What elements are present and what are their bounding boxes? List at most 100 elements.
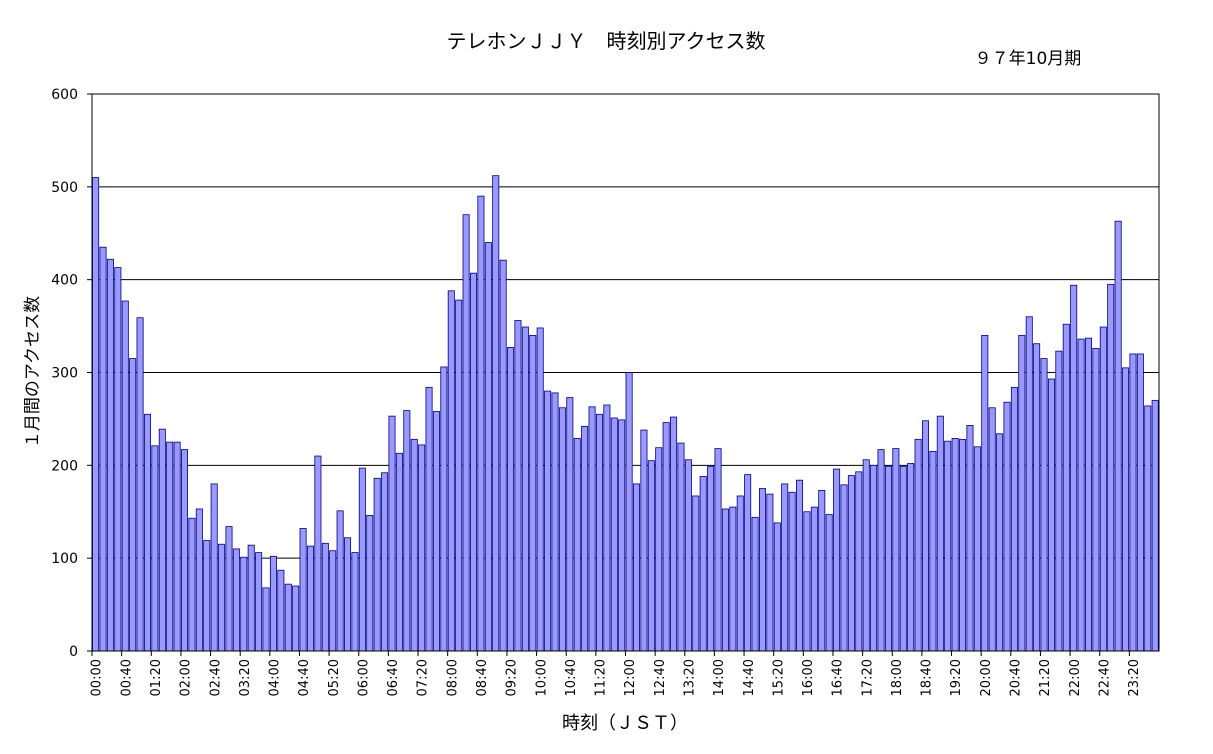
bar: [432, 411, 440, 652]
bar: [195, 508, 203, 652]
bar: [462, 214, 470, 652]
x-tick-label: 13:20: [682, 659, 697, 696]
bar: [351, 552, 359, 652]
y-tick-label: 300: [51, 366, 78, 382]
bar: [188, 517, 196, 652]
bar: [714, 448, 722, 652]
x-tick-label: 16:00: [801, 659, 816, 696]
bar: [736, 495, 744, 652]
bar: [862, 459, 870, 652]
bar: [870, 464, 878, 652]
bar: [899, 465, 907, 652]
bar: [129, 358, 137, 652]
bar: [1085, 337, 1093, 652]
bar: [788, 491, 796, 652]
bar: [573, 438, 581, 652]
x-axis-label: 時刻（ＪＳＴ）: [562, 713, 688, 734]
bar: [692, 495, 700, 652]
bar: [618, 419, 626, 652]
y-tick-label: 400: [51, 273, 78, 289]
bar: [951, 438, 959, 652]
bar: [840, 484, 848, 652]
bar: [914, 438, 922, 652]
x-tick-label: 15:20: [771, 659, 786, 696]
bar: [662, 422, 670, 652]
bar: [1151, 399, 1159, 652]
bar: [373, 477, 381, 652]
x-tick-label: 11:20: [594, 659, 609, 696]
bar: [1003, 401, 1011, 652]
bar: [210, 483, 218, 652]
bar: [773, 522, 781, 652]
bar: [551, 392, 559, 652]
bar: [758, 488, 766, 652]
x-tick-label: 05:20: [327, 659, 342, 696]
bar: [477, 195, 485, 652]
bar: [425, 386, 433, 652]
bar: [151, 445, 159, 652]
x-tick-label: 04:00: [268, 659, 283, 696]
bar: [158, 428, 166, 652]
x-tick-label: 02:40: [208, 659, 223, 696]
y-axis-ticks: 0 100 200 300 400 500 600: [51, 87, 92, 660]
bar: [262, 587, 270, 652]
bar: [1099, 326, 1107, 652]
bar: [633, 483, 641, 652]
x-tick-label: 08:00: [445, 659, 460, 696]
bar: [699, 476, 707, 652]
bar: [521, 326, 529, 652]
bar: [410, 438, 418, 652]
x-tick-label: 14:00: [712, 659, 727, 696]
bar: [484, 242, 492, 652]
bar: [469, 272, 478, 652]
x-tick-label: 06:40: [386, 659, 401, 696]
bar: [884, 465, 892, 652]
bar: [492, 175, 500, 652]
bar: [877, 449, 885, 652]
y-tick-label: 500: [51, 180, 78, 196]
x-tick-label: 10:40: [564, 659, 579, 696]
x-tick-label: 20:40: [1009, 659, 1024, 696]
bar: [670, 416, 678, 652]
x-tick-label: 18:00: [890, 659, 905, 696]
bar: [744, 474, 752, 652]
bar: [240, 556, 248, 652]
chart-title: テレホンＪＪＹ 時刻別アクセス数: [447, 29, 766, 53]
bar: [936, 415, 944, 652]
bar: [907, 463, 915, 652]
bar: [99, 246, 107, 652]
x-tick-label: 00:00: [90, 659, 105, 696]
bar: [944, 440, 952, 652]
bar: [269, 555, 277, 652]
bar: [321, 542, 329, 652]
bar: [381, 472, 389, 652]
x-tick-label: 22:00: [1068, 659, 1083, 696]
bar: [810, 506, 818, 652]
bar: [173, 441, 181, 652]
bar: [796, 479, 804, 652]
bar: [1055, 350, 1063, 652]
x-tick-label: 18:40: [920, 659, 935, 696]
bar: [336, 510, 344, 652]
bar: [366, 515, 374, 652]
bar: [218, 543, 226, 652]
bar: [988, 407, 996, 652]
bar: [136, 317, 144, 652]
bar: [329, 550, 337, 652]
x-tick-label: 20:00: [979, 659, 994, 696]
x-tick-label: 01:20: [149, 659, 164, 696]
bar: [1025, 316, 1033, 652]
bar: [181, 449, 189, 652]
bar: [1062, 323, 1070, 652]
bar: [929, 451, 937, 652]
bar: [143, 413, 151, 652]
bar: [514, 320, 522, 652]
bar: [395, 452, 403, 652]
bar: [388, 415, 396, 652]
bar: [225, 526, 233, 652]
x-axis-ticks: 00:00 00:40 01:20 02:00 02:40 03:20 04:00 04:40…: [90, 651, 1142, 696]
bar: [707, 465, 715, 652]
bar: [1070, 284, 1078, 652]
x-tick-label: 03:20: [238, 659, 253, 696]
